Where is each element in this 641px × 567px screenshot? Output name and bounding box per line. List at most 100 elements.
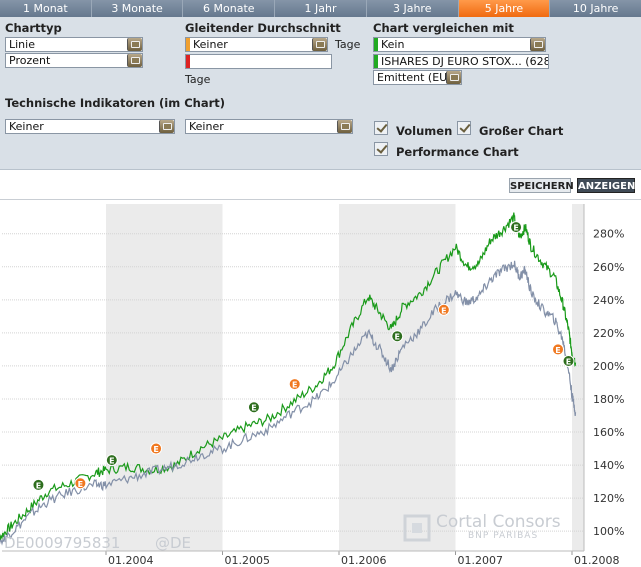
avg2-input[interactable] [185, 54, 332, 69]
event-marker-label: E [153, 445, 158, 454]
avg2-color-bar [186, 55, 190, 68]
compare1-value: Kein [381, 38, 405, 51]
timeframe-tabs: 1 Monat 3 Monate 6 Monate 1 Jahr 3 Jahre… [0, 0, 641, 17]
indicator1-value: Keiner [9, 120, 44, 133]
avg2-unit: Tage [185, 73, 211, 86]
big-chart-checkbox[interactable] [457, 121, 471, 135]
compare2-color-bar [374, 55, 378, 68]
event-marker-label: E [395, 333, 400, 342]
series-line [0, 260, 577, 546]
series-line [0, 212, 577, 541]
dropdown-icon[interactable] [337, 120, 352, 133]
compare1-color-bar [374, 38, 378, 51]
y-tick-label: 100% [593, 525, 624, 538]
save-button[interactable]: SPEICHERN [509, 178, 574, 193]
avg1-select[interactable]: Keiner [185, 37, 328, 52]
indicator1-select[interactable]: Keiner [5, 119, 175, 134]
y-tick-label: 240% [593, 294, 624, 307]
isin-watermark: DE0009795831 [4, 534, 121, 552]
charttyp-select[interactable]: Linie [5, 37, 143, 52]
year-band [572, 204, 584, 551]
charttyp-value: Linie [9, 38, 35, 51]
event-marker-label: E [78, 480, 83, 489]
brand-watermark: Cortal Consors [436, 512, 561, 532]
event-marker [510, 221, 523, 234]
dropdown-icon[interactable] [312, 38, 327, 51]
event-marker-label: E [566, 357, 571, 366]
tab-6-monate[interactable]: 6 Monate [183, 0, 276, 17]
tab-1-jahr[interactable]: 1 Jahr [275, 0, 367, 17]
brand-logo-inner [412, 523, 422, 533]
tab-10-jahre[interactable]: 10 Jahre [550, 0, 641, 17]
indicator2-select[interactable]: Keiner [185, 119, 353, 134]
avg1-color-bar [186, 38, 190, 51]
exchange-watermark: @DE [155, 534, 192, 552]
show-button[interactable]: ANZEIGEN [577, 178, 635, 193]
event-marker-label: E [292, 381, 297, 390]
y-tick-label: 120% [593, 492, 624, 505]
avg1-value: Keiner [193, 38, 228, 51]
tab-1-monat[interactable]: 1 Monat [0, 0, 92, 17]
dropdown-icon[interactable] [127, 38, 142, 51]
x-tick-label: 01.2007 [458, 554, 504, 567]
y-tick-label: 260% [593, 261, 624, 274]
y-tick-label: 160% [593, 426, 624, 439]
event-marker [32, 478, 45, 491]
dropdown-icon[interactable] [530, 38, 545, 51]
y-tick-label: 280% [593, 228, 624, 241]
settings-panel: Charttyp Linie Prozent Gleitender Durchs… [0, 17, 641, 170]
avg1-unit: Tage [335, 38, 361, 51]
x-tick-label: 01.2006 [341, 554, 387, 567]
performance-chart: 100% 120% 140% 160% 180% 200% 220% 240% 260% 280%… [0, 199, 641, 567]
compare-label: Chart vergleichen mit [373, 21, 514, 35]
y-tick-label: 140% [593, 459, 624, 472]
dropdown-icon[interactable] [127, 54, 142, 67]
compare3-value: Emittent (EUR) [377, 71, 460, 84]
event-marker [150, 442, 163, 455]
event-marker [552, 343, 565, 356]
event-marker-label: E [441, 306, 446, 315]
event-marker [105, 454, 118, 467]
performance-checkbox[interactable] [374, 142, 388, 156]
big-chart-label: Großer Chart [479, 124, 564, 138]
compare2-input[interactable]: ISHARES DJ EURO STOX... (628930) [373, 54, 549, 69]
tab-3-monate[interactable]: 3 Monate [91, 0, 184, 17]
brand-logo-icon [403, 514, 431, 542]
event-marker [562, 354, 575, 367]
event-marker [437, 303, 450, 316]
scale-select[interactable]: Prozent [5, 53, 143, 68]
y-tick-label: 200% [593, 360, 624, 373]
indicator2-value: Keiner [189, 120, 224, 133]
brand-sub-watermark: BNP PARIBAS [468, 531, 539, 541]
chart-canvas: 100% 120% 140% 160% 180% 200% 220% 240% 260% 280%… [0, 204, 624, 567]
compare1-select[interactable]: Kein [373, 37, 546, 52]
x-tick-label: 01.2004 [108, 554, 154, 567]
year-band [106, 204, 223, 551]
compare3-select[interactable]: Emittent (EUR) [373, 70, 462, 85]
x-tick-label: 01.2008 [574, 554, 620, 567]
event-marker [288, 378, 301, 391]
event-marker-label: E [36, 481, 41, 490]
tab-3-jahre[interactable]: 3 Jahre [366, 0, 459, 17]
y-tick-label: 220% [593, 327, 624, 340]
event-marker-label: E [513, 224, 518, 233]
event-marker-label: E [109, 457, 114, 466]
avg-label: Gleitender Durchschnitt [185, 21, 341, 35]
dropdown-icon[interactable] [159, 120, 174, 133]
event-marker [74, 477, 87, 490]
y-tick-label: 180% [593, 393, 624, 406]
charttyp-label: Charttyp [5, 21, 62, 35]
event-marker [247, 401, 260, 414]
tab-5-jahre[interactable]: 5 Jahre [458, 0, 551, 17]
performance-label: Performance Chart [396, 145, 519, 159]
indicators-label: Technische Indikatoren (im Chart) [5, 96, 226, 110]
volume-checkbox[interactable] [374, 121, 388, 135]
event-marker [391, 330, 404, 343]
dropdown-icon[interactable] [446, 71, 461, 84]
compare2-value: ISHARES DJ EURO STOX... (628930) [381, 55, 549, 68]
volume-label: Volumen [396, 124, 453, 138]
scale-value: Prozent [9, 54, 51, 67]
x-tick-label: 01.2005 [225, 554, 271, 567]
event-marker-label: E [251, 404, 256, 413]
